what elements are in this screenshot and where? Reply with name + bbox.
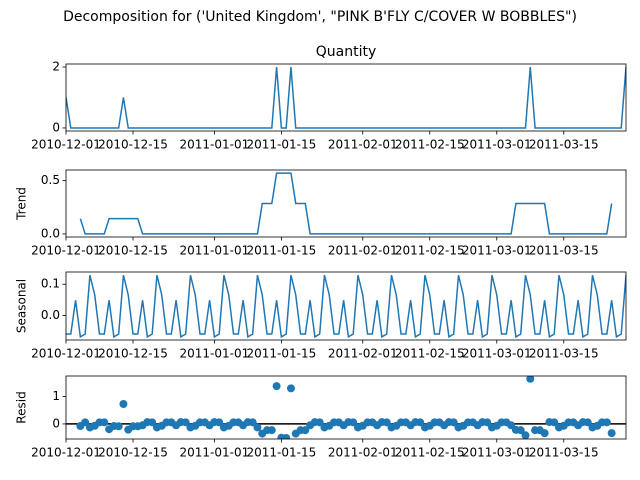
x-tick-label: 2010-12-01 (31, 446, 101, 460)
residual-point (315, 418, 324, 427)
x-tick-label: 2011-03-01 (462, 138, 532, 152)
residual-point (286, 384, 295, 393)
x-tick-label: 2011-01-01 (180, 446, 250, 460)
residual-point (526, 376, 535, 383)
x-tick-label: 2011-01-15 (247, 347, 317, 361)
residual-point (607, 429, 616, 438)
y-tick-label: 1 (52, 389, 60, 403)
residual-point (416, 418, 425, 427)
x-tick-label: 2011-03-01 (462, 446, 532, 460)
x-tick-label: 2011-01-01 (180, 138, 250, 152)
residual-point (215, 418, 224, 427)
x-tick-label: 2010-12-15 (98, 138, 168, 152)
residual-point (100, 418, 109, 427)
x-tick-label: 2011-03-15 (529, 244, 599, 258)
axes-frame (65, 63, 627, 132)
x-tick-label: 2011-01-15 (247, 138, 317, 152)
residual-point (382, 418, 391, 427)
x-tick-label: 2011-01-15 (247, 244, 317, 258)
residual-point (267, 426, 276, 435)
x-tick-label: 2011-03-15 (529, 347, 599, 361)
residual-point (253, 423, 262, 432)
y-axis-label: Seasonal (15, 279, 29, 333)
x-tick-label: 2011-01-15 (247, 446, 317, 460)
residual-point (114, 422, 123, 431)
x-tick-label: 2011-02-15 (395, 244, 465, 258)
x-tick-label: 2011-02-01 (328, 347, 398, 361)
residual-point (181, 418, 190, 427)
x-tick-label: 2010-12-01 (31, 138, 101, 152)
residual-point (449, 418, 458, 427)
residual-point (272, 382, 281, 391)
figure-title: Decomposition for ('United Kingdom', "PI… (63, 9, 577, 25)
axes-frame (65, 271, 627, 341)
residual-point (521, 431, 530, 439)
residual-point (119, 399, 128, 408)
y-tick-label: 0 (52, 416, 60, 430)
y-tick-label: 2 (52, 60, 60, 74)
series-line (66, 66, 626, 129)
panel-title: Quantity (316, 44, 377, 60)
x-tick-label: 2010-12-01 (31, 244, 101, 258)
x-tick-label: 2011-02-01 (328, 138, 398, 152)
x-tick-label: 2010-12-15 (98, 347, 168, 361)
series-line (79, 172, 613, 235)
residual-point (516, 426, 525, 435)
x-tick-label: 2011-02-01 (328, 446, 398, 460)
residual-point (349, 418, 358, 427)
x-tick-label: 2011-03-15 (529, 138, 599, 152)
x-tick-label: 2011-03-01 (462, 347, 532, 361)
axes-frame (65, 169, 627, 238)
y-tick-label: 0 (52, 120, 60, 134)
residual-point (148, 418, 157, 427)
x-tick-label: 2011-02-15 (395, 446, 465, 460)
x-tick-label: 2011-03-15 (529, 446, 599, 460)
residual-point (282, 433, 291, 439)
residual-point (248, 418, 257, 427)
x-tick-label: 2010-12-15 (98, 244, 168, 258)
residual-point (81, 418, 90, 427)
x-tick-label: 2011-02-15 (395, 138, 465, 152)
x-tick-label: 2011-01-01 (180, 347, 250, 361)
residual-point (602, 418, 611, 427)
x-tick-label: 2011-01-01 (180, 244, 250, 258)
residual-point (483, 418, 492, 427)
residual-point (583, 418, 592, 427)
x-tick-label: 2011-03-01 (462, 244, 532, 258)
residual-point (301, 426, 310, 435)
x-tick-label: 2010-12-15 (98, 446, 168, 460)
y-tick-label: 0.1 (41, 277, 60, 291)
y-tick-label: 0.0 (41, 226, 60, 240)
y-axis-label: Resid (15, 391, 29, 423)
y-axis-label: Trend (15, 187, 29, 221)
x-tick-label: 2010-12-01 (31, 347, 101, 361)
residual-point (540, 429, 549, 438)
axes-frame (65, 375, 627, 440)
residual-point (550, 418, 559, 427)
y-tick-label: 0.0 (41, 308, 60, 322)
series-line (66, 274, 626, 339)
x-tick-label: 2011-02-01 (328, 244, 398, 258)
x-tick-label: 2011-02-15 (395, 347, 465, 361)
y-tick-label: 0.5 (41, 173, 60, 187)
